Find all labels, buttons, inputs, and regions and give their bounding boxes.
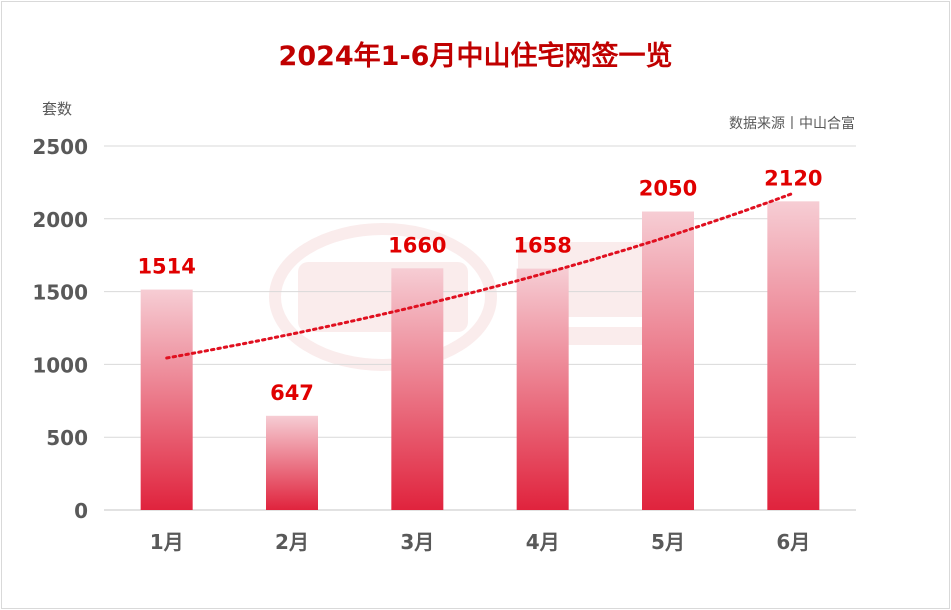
- data-label: 1660: [388, 233, 446, 257]
- x-tick-label: 1月: [150, 530, 184, 554]
- bar: [391, 268, 444, 510]
- y-tick-label: 2000: [32, 208, 88, 232]
- bar: [266, 415, 318, 510]
- data-label: 2050: [639, 177, 697, 201]
- y-tick-label: 0: [74, 499, 88, 523]
- bar: [642, 211, 694, 510]
- data-label: 2120: [764, 166, 822, 190]
- x-tick-label: 2月: [275, 530, 309, 554]
- data-label: 647: [270, 381, 314, 405]
- x-tick-label: 5月: [651, 530, 685, 554]
- bar: [516, 268, 569, 510]
- trend-line: [165, 191, 795, 360]
- bar: [140, 289, 193, 510]
- chart-title: 2024年1-6月中山住宅网签一览: [278, 41, 673, 72]
- x-tick-label: 4月: [526, 530, 560, 554]
- bar: [767, 201, 820, 510]
- data-label: 1658: [513, 234, 571, 258]
- y-tick-label: 1500: [32, 281, 88, 305]
- y-tick-label: 1000: [32, 353, 88, 377]
- y-axis-label: 套数: [42, 100, 73, 118]
- source-note: 数据来源丨中山合富: [729, 116, 855, 132]
- x-tick-label: 6月: [776, 530, 810, 554]
- y-tick-label: 500: [46, 426, 88, 450]
- y-tick-label: 2500: [32, 135, 88, 159]
- x-tick-label: 3月: [400, 530, 434, 554]
- data-label: 1514: [137, 255, 195, 279]
